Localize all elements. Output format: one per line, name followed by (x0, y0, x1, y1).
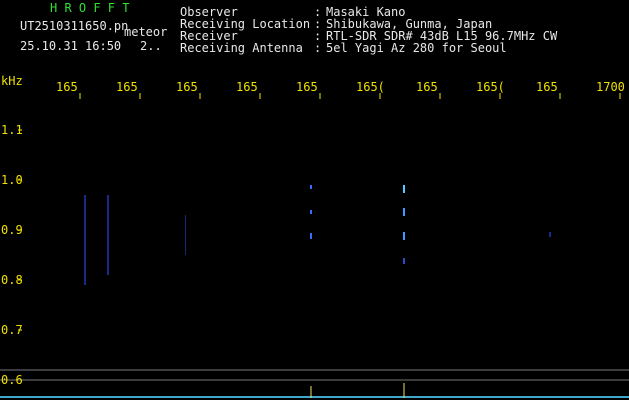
info-label: Receiving Antenna (180, 41, 303, 55)
freq-label: 165 (116, 80, 138, 94)
left-ticks (18, 129, 22, 381)
freq-label: 165 (416, 80, 438, 94)
info-sep: : (314, 5, 322, 19)
freq-label: 165 (56, 80, 78, 94)
mode: meteor (124, 25, 168, 39)
y-tick-label: 1.1 (1, 123, 23, 137)
info-label: Receiver (180, 29, 238, 43)
freq-label: 165( (476, 80, 505, 94)
y-tick-label: 1.0 (1, 173, 23, 187)
file-name: UT2510311650.pn (20, 19, 129, 33)
info-sep: : (314, 29, 322, 43)
freq-label: 1700 (596, 80, 625, 94)
info-value: 5el Yagi Az 280 for Seoul (326, 41, 507, 55)
y-tick-label: 0.9 (1, 223, 23, 237)
info-value: Masaki Kano (326, 5, 406, 19)
meteor-echoes (84, 185, 551, 285)
freq-label: 165( (356, 80, 385, 94)
y-tick-label: 0.8 (1, 273, 23, 287)
y-tick-label: 0.7 (1, 323, 23, 337)
top-ticks (79, 93, 621, 99)
y-tick-label: 0.6 (1, 373, 23, 387)
freq-label: 165 (536, 80, 558, 94)
info-label: Observer (180, 5, 238, 19)
y-unit: kHz (1, 74, 23, 88)
extra: 2.. (140, 39, 162, 53)
freq-label: 165 (236, 80, 258, 94)
datetime: 25.10.31 16:50 (20, 39, 122, 53)
info-sep: : (314, 17, 322, 31)
info-value: Shibukawa, Gunma, Japan (326, 17, 493, 31)
app-name: H R O F F T (50, 1, 130, 15)
freq-label: 165 (296, 80, 318, 94)
freq-label: 165 (176, 80, 198, 94)
info-label: Receiving Location (180, 17, 311, 31)
info-value: RTL-SDR SDR# 43dB L15 96.7MHz CW (326, 29, 558, 43)
info-sep: : (314, 41, 322, 55)
